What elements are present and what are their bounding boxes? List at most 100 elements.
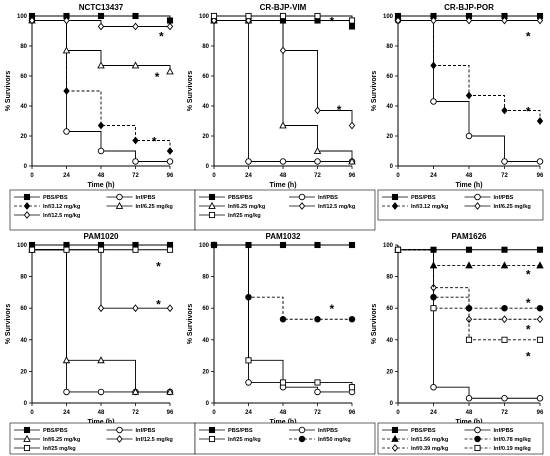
legend-box	[377, 422, 544, 455]
y-tick-label: 0	[390, 164, 394, 170]
y-tick-label: 0	[24, 401, 28, 407]
x-tick-label: 96	[349, 410, 356, 416]
legend-label: Inf/0.78 mg/kg	[494, 437, 532, 443]
y-tick-label: 100	[199, 243, 210, 249]
data-point	[314, 379, 321, 386]
legend-label: Inf/6.25 mg/kg	[136, 204, 174, 210]
y-tick-label: 60	[20, 306, 27, 312]
data-point	[348, 384, 356, 391]
y-tick-label: 20	[20, 369, 27, 375]
y-tick-label: 100	[17, 14, 28, 20]
data-point	[500, 261, 509, 269]
legend-label: Inf/50 mg/kg	[318, 437, 351, 443]
significance-star: *	[526, 30, 531, 44]
legend-marker	[474, 202, 481, 210]
legend-marker	[23, 444, 31, 452]
significance-star: *	[526, 323, 531, 337]
significance-star: *	[155, 70, 160, 84]
data-point	[430, 61, 437, 70]
data-point	[314, 12, 321, 20]
x-axis-label: Time (h)	[269, 419, 296, 426]
chart-title: PAM1626	[452, 232, 488, 241]
legend-label: Inf/PBS	[136, 428, 156, 434]
y-tick-label: 80	[386, 275, 393, 281]
data-point	[245, 357, 252, 364]
y-tick-label: 100	[383, 243, 394, 249]
x-tick-label: 48	[466, 410, 473, 416]
data-point	[279, 379, 287, 386]
data-point	[501, 158, 508, 165]
data-point	[501, 106, 508, 115]
data-point	[536, 315, 544, 324]
series-line	[214, 20, 353, 126]
data-point	[465, 395, 473, 402]
legend: PBS/PBS Inf/PBS Inf/3.12 mg/kg Inf/6.25 mg/…	[9, 189, 196, 231]
data-point	[536, 158, 544, 165]
y-tick-label: 0	[206, 164, 210, 170]
significance-star: *	[156, 260, 161, 274]
data-point	[97, 22, 105, 31]
y-tick-label: 100	[17, 243, 28, 249]
legend-marker	[391, 202, 399, 210]
data-point	[430, 16, 437, 25]
legend-label: Inf/25 mg/kg	[43, 446, 76, 452]
legend-marker	[115, 201, 124, 209]
data-point	[166, 22, 174, 31]
data-point	[97, 356, 105, 364]
data-point	[430, 305, 437, 312]
data-point	[166, 387, 174, 395]
y-tick-label: 40	[202, 338, 209, 344]
data-point	[465, 16, 473, 25]
x-axis-label: Time (h)	[87, 419, 114, 426]
y-tick-label: 80	[202, 275, 209, 281]
legend-label: Inf/12.5 mg/kg	[43, 213, 81, 219]
legend-marker	[298, 435, 306, 443]
legend-marker	[474, 426, 481, 434]
data-point	[279, 241, 287, 249]
significance-star: *	[330, 15, 335, 29]
legend-marker	[208, 201, 216, 209]
data-point	[536, 246, 544, 253]
data-point	[97, 147, 105, 155]
data-point	[132, 12, 139, 20]
x-tick-label: 24	[430, 173, 437, 179]
data-point	[501, 16, 508, 25]
chart-panel-1: NCTC13437 0 20 40 60 80 100 0 24 48 72 96 Time (h) % …	[5, 3, 174, 189]
legend-label: Inf/1.56 mg/kg	[411, 437, 449, 443]
data-point	[166, 158, 174, 165]
data-point	[245, 12, 252, 20]
series-line	[32, 249, 170, 309]
legend-marker	[208, 211, 216, 219]
x-tick-label: 72	[314, 173, 321, 179]
chart-title: NCTC13437	[79, 3, 124, 12]
legend-label: Inf/PBS	[494, 195, 514, 201]
x-axis-label: Time (h)	[87, 182, 114, 189]
data-point	[28, 16, 36, 25]
legend-marker	[23, 426, 31, 434]
y-tick-label: 0	[206, 401, 210, 407]
data-point	[63, 246, 70, 253]
x-tick-label: 48	[466, 173, 473, 179]
data-point	[465, 91, 473, 100]
x-tick-label: 0	[30, 410, 34, 416]
legend-marker	[391, 193, 399, 201]
legend: PBS/PBS Inf/PBS Inf/6.25 mg/kg Inf/12.5 mg/…	[9, 422, 196, 455]
data-point	[313, 146, 322, 154]
significance-star: *	[152, 135, 157, 149]
legend-marker	[116, 193, 123, 201]
y-tick-label: 0	[24, 164, 28, 170]
data-point	[348, 241, 356, 249]
legend-label: Inf/6.25 mg/kg	[228, 204, 266, 210]
data-point	[430, 98, 437, 105]
data-point	[63, 128, 70, 135]
legend-marker	[208, 426, 216, 434]
chart-panel-5: PAM1032 0 20 40 60 80 100 0 24 48 72 96 Time (h) % Su…	[187, 232, 356, 426]
chart-panel-4: PAM1020 0 20 40 60 80 100 0 24 48 72 96 Time (h) % Su…	[5, 232, 174, 426]
y-axis-label: % Survivors	[187, 304, 194, 345]
data-point	[348, 17, 356, 24]
x-tick-label: 0	[30, 173, 34, 179]
data-point	[131, 61, 140, 69]
chart-title: PAM1032	[266, 232, 302, 241]
significance-star: *	[526, 350, 531, 364]
legend-marker	[208, 435, 216, 443]
